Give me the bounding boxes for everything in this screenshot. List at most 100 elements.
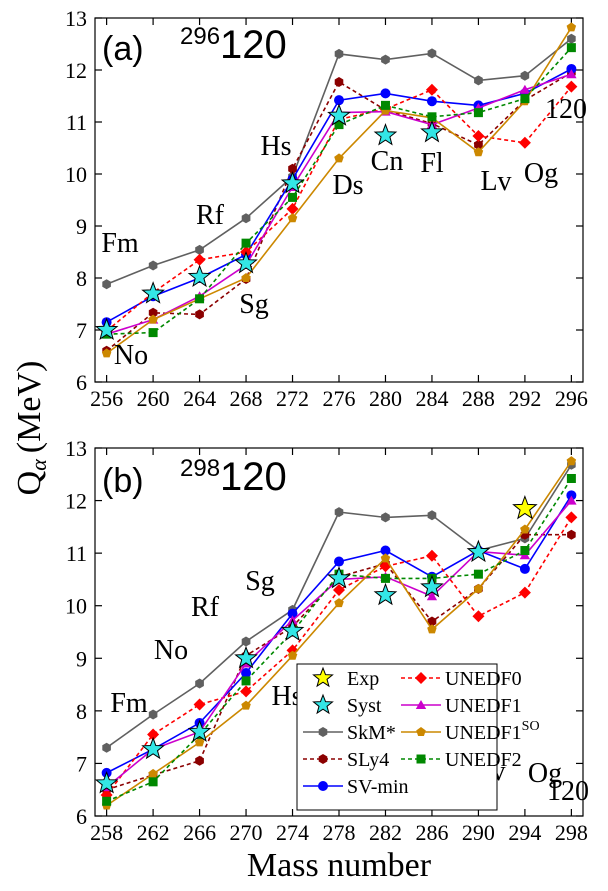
y-tick-label: 10 <box>65 594 87 619</box>
syst-star <box>234 645 258 669</box>
element-label: Fm <box>101 228 139 259</box>
y-tick-label: 8 <box>76 266 87 291</box>
data-point-unedf2 <box>380 573 390 583</box>
data-point-unedf2 <box>566 473 576 483</box>
y-tick-label: 10 <box>65 162 87 187</box>
data-point-unedf0 <box>472 130 485 143</box>
x-tick-label: 260 <box>137 386 170 411</box>
nucleus-z: 120 <box>220 23 287 67</box>
syst-star <box>420 119 444 143</box>
x-tick-label: 266 <box>183 820 216 845</box>
element-label: 120 <box>545 94 587 125</box>
legend-marker <box>318 754 328 764</box>
x-axis-label: Mass number <box>247 847 432 884</box>
data-point-unedf1so <box>241 273 251 282</box>
element-label: Rf <box>191 592 220 623</box>
legend-label: Exp <box>347 668 379 690</box>
data-point-unedf2 <box>520 94 530 104</box>
element-label: Og <box>524 158 558 189</box>
legend-marker <box>415 700 427 709</box>
x-tick-label: 298 <box>555 820 588 845</box>
data-point-unedf2 <box>473 108 483 118</box>
element-label: Rf <box>196 200 225 231</box>
data-point-sv-min <box>380 88 391 99</box>
y-tick-label: 11 <box>66 541 87 566</box>
data-point-unedf0 <box>425 549 438 562</box>
data-point-unedf0 <box>240 685 253 698</box>
legend-label: SLy4 <box>347 749 389 771</box>
nucleus-mass: 296 <box>180 23 220 50</box>
data-point-unedf1so <box>334 153 344 163</box>
x-tick-label: 262 <box>137 820 170 845</box>
data-point-sv-min <box>566 490 577 501</box>
y-tick-label: 11 <box>66 110 87 135</box>
data-point-skm- <box>567 33 576 44</box>
series-line-sly4 <box>106 71 572 352</box>
x-tick-label: 278 <box>323 820 356 845</box>
data-point-unedf2 <box>473 569 483 579</box>
legend: Exp Syst SkM* SLy4 SV-min UNEDF0 UNEDF1UNEDF1S… <box>296 663 540 811</box>
data-point-unedf2 <box>241 238 251 248</box>
data-point-unedf2 <box>102 796 112 806</box>
data-point-unedf1so <box>194 737 205 747</box>
legend-label: SkM* <box>347 722 396 744</box>
data-point-sly4 <box>567 529 576 540</box>
legend-marker <box>415 672 427 684</box>
data-point-unedf1so <box>473 147 484 157</box>
data-point-sly4 <box>148 307 158 318</box>
data-point-unedf1so <box>566 22 577 32</box>
series-line-unedf2 <box>106 47 572 335</box>
data-point-skm- <box>427 48 437 59</box>
data-point-sly4 <box>427 616 437 627</box>
y-tick-label: 8 <box>76 699 87 724</box>
x-tick-label: 286 <box>415 820 448 845</box>
element-label: Sg <box>245 566 275 597</box>
panel-label: (a) <box>102 30 144 68</box>
nucleus-label: 298120 <box>180 455 287 499</box>
element-label: Hs <box>260 131 291 162</box>
data-point-sv-min <box>287 608 298 619</box>
legend-syst-star <box>312 693 334 715</box>
data-point-sly4 <box>195 309 204 320</box>
element-label: No <box>154 635 188 666</box>
nucleus-z: 120 <box>220 455 287 499</box>
element-label: 120 <box>547 776 589 807</box>
data-point-unedf1so <box>380 553 391 563</box>
syst-star <box>187 264 212 288</box>
data-point-unedf1so <box>427 624 437 634</box>
data-point-unedf1so <box>520 524 530 534</box>
data-point-unedf0 <box>193 253 206 266</box>
data-point-sv-min <box>566 63 577 74</box>
data-point-skm- <box>148 260 158 271</box>
syst-star <box>327 103 351 126</box>
data-point-unedf2 <box>520 546 530 556</box>
data-point-unedf1 <box>426 591 438 601</box>
x-tick-label: 274 <box>276 820 309 845</box>
legend-label: UNEDF2 <box>445 749 522 771</box>
data-point-unedf2 <box>380 100 390 110</box>
syst-star <box>94 317 119 341</box>
syst-star <box>373 582 398 606</box>
data-point-skm- <box>102 279 111 290</box>
legend-marker <box>416 727 426 736</box>
data-point-skm- <box>381 512 390 523</box>
syst-star <box>327 565 351 589</box>
nucleus-mass: 298 <box>180 455 220 482</box>
data-point-unedf1so <box>473 583 484 593</box>
x-tick-label: 288 <box>462 386 495 411</box>
data-point-unedf2 <box>566 43 576 53</box>
panel-b: 6 7 8 9 10 11 12 13 258 262 266 270 274 278 282 286 290 2… <box>65 436 589 845</box>
y-tick-label: 7 <box>76 751 87 776</box>
y-tick-label: 12 <box>65 58 87 83</box>
x-tick-label: 280 <box>369 386 402 411</box>
y-tick-label: 9 <box>76 646 87 671</box>
x-tick-label: 294 <box>508 820 541 845</box>
syst-star <box>466 539 491 563</box>
data-point-unedf0 <box>193 698 206 711</box>
data-point-skm- <box>334 507 344 518</box>
data-point-unedf2 <box>334 120 344 130</box>
data-point-sv-min <box>426 96 437 107</box>
panel-label: (b) <box>102 462 144 500</box>
x-tick-label: 272 <box>276 386 309 411</box>
x-tick-label: 270 <box>230 820 263 845</box>
